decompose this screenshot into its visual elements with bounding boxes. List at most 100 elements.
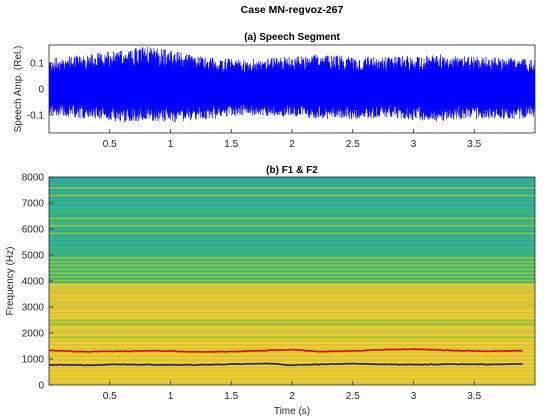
panel-b-xlabel: Time (s) — [274, 406, 310, 417]
spectrogram-band — [49, 226, 535, 229]
panel-b-xtick-label: 3 — [411, 391, 417, 402]
spectrogram-band — [49, 241, 535, 244]
spectrogram-band — [49, 195, 535, 199]
panel-b-ytick-label: 3000 — [22, 303, 45, 314]
spectrogram-band — [49, 352, 535, 356]
spectrogram-band — [49, 184, 535, 188]
spectrogram-band — [49, 377, 535, 380]
spectrogram-band — [49, 322, 535, 326]
spectrogram-band — [49, 180, 535, 184]
panel-b-xtick-label: 2.5 — [346, 391, 360, 402]
panel-a-xtick-label: 2 — [289, 139, 295, 150]
spectrogram-band — [49, 341, 535, 344]
panel-a-xtick-label: 3.5 — [467, 139, 481, 150]
panel-a-ticks: 0.5 1 1.5 2 2.5 3 3.5 -0.1 0 0.1 — [27, 59, 482, 150]
spectrogram-band — [49, 298, 535, 301]
speech-waveform — [49, 47, 535, 123]
spectrogram-band — [49, 358, 535, 362]
spectrogram-band — [49, 292, 535, 295]
spectrogram-band — [49, 373, 535, 377]
spectrogram-band — [49, 371, 535, 375]
panel-a-ytick-label: 0.1 — [30, 59, 44, 70]
spectrogram-band — [49, 284, 535, 288]
spectrogram-band — [49, 256, 535, 259]
spectrogram-band — [49, 224, 535, 227]
spectrogram-band — [49, 228, 535, 231]
spectrogram-band — [49, 177, 535, 180]
panel-b-ticks: 0.5 1 1.5 2 2.5 3 3.5 0 1000 2000 3000 4000 5000 6000… — [22, 173, 482, 403]
spectrogram-band — [49, 182, 535, 186]
spectrogram-band — [49, 243, 535, 246]
formant-track-f1 — [49, 362, 523, 367]
spectrogram-band — [49, 362, 535, 365]
spectrogram-band — [49, 366, 535, 369]
spectrogram-band — [49, 248, 535, 252]
spectrogram-band — [49, 205, 535, 208]
spectrogram-band — [49, 216, 535, 220]
panel-a-ytick-label: 0 — [38, 85, 44, 96]
spectrogram-band — [49, 233, 535, 237]
spectrogram-band — [49, 211, 535, 214]
spectrogram-band — [49, 282, 535, 286]
spectrogram-band — [49, 313, 535, 316]
spectrogram-band — [49, 279, 535, 282]
spectrogram-band — [49, 231, 535, 235]
spectrogram-band — [49, 320, 535, 324]
spectrogram-band — [49, 316, 535, 320]
panel-b-ytick-label: 2000 — [22, 329, 45, 340]
panel-b-title: (b) F1 & F2 — [266, 165, 318, 176]
panel-b-ytick-label: 0 — [38, 381, 44, 392]
spectrogram-band — [49, 354, 535, 358]
spectrogram-band — [49, 311, 535, 314]
spectrogram-band — [49, 375, 535, 379]
speech-segment-panel: (a) Speech Segment 0.5 1 1.5 2 2.5 3 3.5-0.100… — [13, 32, 536, 150]
spectrogram-band — [49, 258, 535, 261]
spectrogram-band — [49, 328, 535, 331]
spectrogram-band — [49, 332, 535, 335]
panel-b-ylabel: Frequency (Hz) — [5, 247, 16, 316]
panel-b-xtick-label: 1 — [168, 391, 174, 402]
spectrogram-band — [49, 335, 535, 339]
spectrogram-band — [49, 333, 535, 337]
spectrogram-band — [49, 214, 535, 218]
spectrogram-band — [49, 324, 535, 327]
spectrogram-band — [49, 188, 535, 191]
spectrogram-band — [49, 288, 535, 292]
waveform-line — [49, 47, 535, 123]
spectrogram-band — [49, 307, 535, 310]
spectrogram-band — [49, 290, 535, 293]
spectrogram-band — [49, 192, 535, 195]
panel-a-xtick-label: 0.5 — [103, 139, 117, 150]
spectrogram-band — [49, 245, 535, 248]
panel-b-ytick-label: 7000 — [22, 199, 45, 210]
panel-a-title: (a) Speech Segment — [244, 32, 340, 43]
panel-b-frame — [48, 176, 536, 386]
spectrogram-band — [49, 347, 535, 350]
spectrogram-band — [49, 379, 535, 382]
panel-b-ytick-label: 5000 — [22, 251, 45, 262]
spectrogram-band — [49, 318, 535, 322]
spectrogram-band — [49, 199, 535, 203]
spectrogram-band — [49, 222, 535, 225]
spectrogram-band — [49, 326, 535, 329]
panel-b-ytick-label: 1000 — [22, 355, 45, 366]
panel-a-ylabel: Speech Amp. (Rel.) — [13, 46, 24, 133]
spectrogram-band — [49, 262, 535, 265]
spectrogram-band — [49, 330, 535, 333]
panel-a-ytick-label: -0.1 — [27, 110, 45, 121]
panel-b-xtick-label: 2 — [289, 391, 295, 402]
spectrogram-band — [49, 254, 535, 258]
panel-b-ytick-label: 4000 — [22, 277, 45, 288]
spectrogram-band — [49, 218, 535, 222]
spectrogram-band — [49, 178, 535, 182]
spectrogram-band — [49, 305, 535, 309]
spectrogram-band — [49, 197, 535, 201]
spectrogram-band — [49, 201, 535, 205]
panel-b-ytick-label: 6000 — [22, 225, 45, 236]
spectrogram-band — [49, 299, 535, 303]
spectrogram-band — [49, 212, 535, 216]
spectrogram-band — [49, 250, 535, 254]
spectrogram-band — [49, 309, 535, 312]
panel-b-xtick-label: 0.5 — [103, 391, 117, 402]
